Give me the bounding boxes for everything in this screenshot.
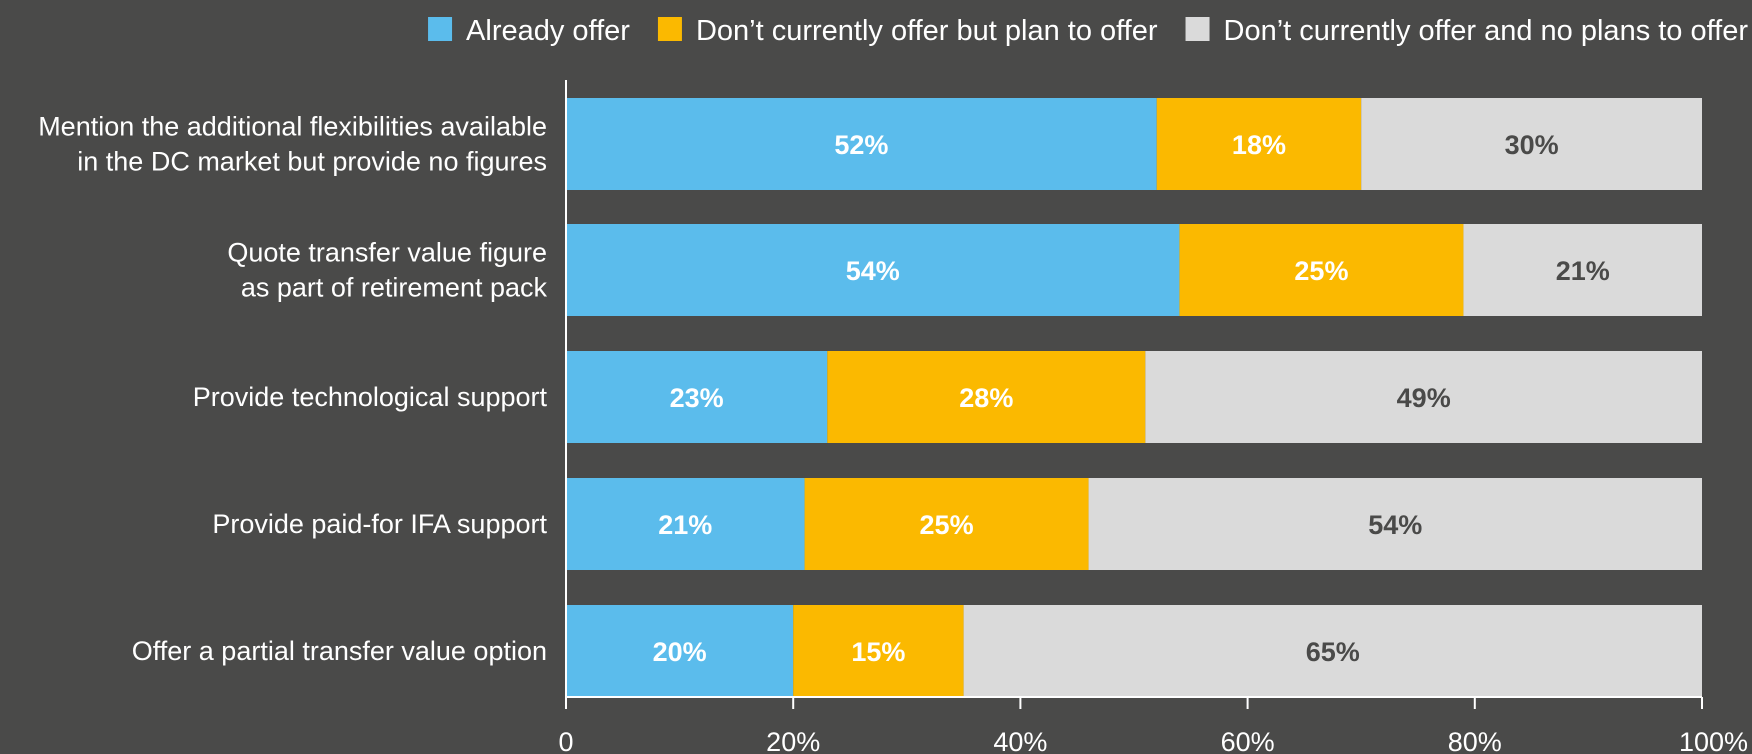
legend-label: Don’t currently offer but plan to offer: [696, 15, 1158, 47]
bar-value-label: 23%: [670, 383, 724, 413]
bar-value-label: 30%: [1505, 130, 1559, 160]
category-label: Quote transfer value figure as part of re…: [227, 238, 547, 303]
category-label-line: Offer a partial transfer value option: [132, 636, 547, 666]
bar-value-label: 52%: [834, 130, 888, 160]
x-tick-label: 60%: [1221, 727, 1275, 754]
x-tick-label: 80%: [1448, 727, 1502, 754]
category-label: Provide technological support: [193, 382, 548, 412]
bar-row: 52% 18% 30%: [566, 98, 1702, 190]
legend-item: Already offer: [428, 15, 630, 47]
legend-label: Don’t currently offer and no plans to of…: [1224, 15, 1749, 47]
bar-segment: [793, 605, 964, 697]
category-label-line: Provide paid-for IFA support: [212, 509, 547, 539]
legend-item: Don’t currently offer and no plans to of…: [1185, 15, 1749, 47]
category-label-line: Provide technological support: [193, 382, 548, 412]
chart-legend: Already offer Don’t currently offer but p…: [428, 15, 1748, 47]
bar-value-label: 49%: [1397, 383, 1451, 413]
bar-segment: [1361, 98, 1702, 190]
bar-value-label: 54%: [1368, 510, 1422, 540]
x-tick-label: 0: [558, 727, 573, 754]
x-tick-label: 40%: [993, 727, 1047, 754]
bar-value-label: 20%: [653, 637, 707, 667]
category-label-line: as part of retirement pack: [241, 273, 548, 303]
bar-segment: [963, 605, 1702, 697]
legend-swatch: [428, 17, 453, 41]
legend-swatch: [657, 17, 682, 41]
legend-label: Already offer: [466, 15, 630, 47]
bar-row: 54% 25% 21%: [566, 224, 1702, 316]
legend-item: Don’t currently offer but plan to offer: [657, 15, 1158, 47]
category-label-line: Mention the additional flexibilities ava…: [38, 112, 547, 142]
bar-segment: [1145, 351, 1702, 443]
bar-value-label: 18%: [1232, 130, 1286, 160]
bar-value-label: 28%: [959, 383, 1013, 413]
bar-segment: [566, 351, 828, 443]
category-labels: Mention the additional flexibilities ava…: [38, 112, 547, 667]
chart-bars: 52% 18% 30% 54% 25% 21% 23% 28% 49% 21% 25% 54% 20% 1…: [566, 98, 1702, 697]
bar-segment: [566, 98, 1157, 190]
bar-row: 23% 28% 49%: [566, 351, 1702, 443]
bar-value-label: 25%: [920, 510, 974, 540]
bar-segment: [566, 478, 805, 570]
bar-segment: [804, 478, 1089, 570]
category-label: Provide paid-for IFA support: [212, 509, 547, 539]
bar-value-label: 15%: [851, 637, 905, 667]
bar-value-label: 54%: [846, 256, 900, 286]
x-axis: 0 20% 40% 60% 80% 100%: [558, 80, 1748, 754]
bar-value-label: 21%: [658, 510, 712, 540]
x-tick-label: 100%: [1679, 727, 1748, 754]
bar-value-label: 21%: [1556, 256, 1610, 286]
category-label-line: Quote transfer value figure: [227, 238, 547, 268]
legend-swatch: [1185, 17, 1210, 41]
bar-value-label: 65%: [1306, 637, 1360, 667]
bar-segment: [1463, 224, 1702, 316]
bar-segment: [566, 605, 794, 697]
bar-row: 21% 25% 54%: [566, 478, 1702, 570]
bar-segment: [1156, 98, 1362, 190]
bar-value-label: 25%: [1294, 256, 1348, 286]
category-label: Mention the additional flexibilities ava…: [38, 112, 547, 177]
x-tick-label: 20%: [766, 727, 820, 754]
bar-segment: [1179, 224, 1464, 316]
bar-row: 20% 15% 65%: [566, 605, 1702, 697]
bar-segment: [1088, 478, 1702, 570]
category-label: Offer a partial transfer value option: [132, 636, 547, 666]
bar-segment: [566, 224, 1180, 316]
category-label-line: in the DC market but provide no figures: [77, 147, 547, 177]
bar-segment: [827, 351, 1146, 443]
